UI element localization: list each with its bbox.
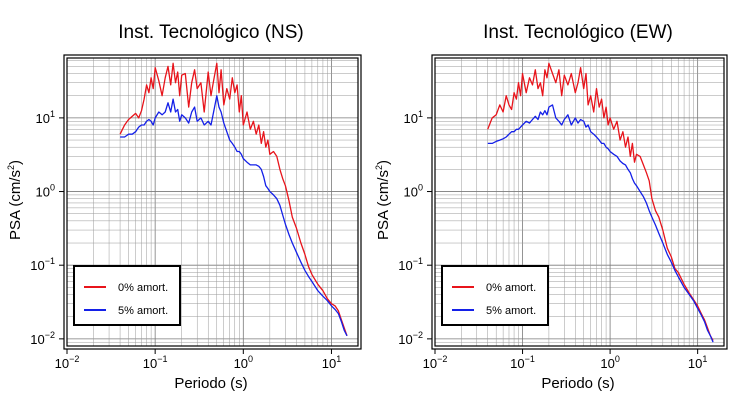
y-tick-label: 10−2 <box>398 330 423 347</box>
x-tick-label: 100 <box>234 354 253 371</box>
x-tick-label: 10−1 <box>510 354 535 371</box>
legend-box <box>73 265 181 326</box>
x-tick-label: 100 <box>600 354 619 371</box>
chart-panel-ew: Inst. Tecnológico (EW) 10−2 10−1 100 101 10−… <box>374 22 728 392</box>
x-tick-label: 10−2 <box>55 354 80 371</box>
plot-frame <box>434 57 725 347</box>
plot-frame <box>66 57 359 347</box>
y-tick-label: 10−2 <box>30 330 55 347</box>
y-tick-label: 100 <box>36 183 55 200</box>
series-line-5-amort <box>487 104 714 343</box>
outer-frame <box>431 54 728 350</box>
legend: 0% amort. 5% amort. <box>73 265 181 326</box>
x-tick-label: 101 <box>688 354 707 371</box>
x-tick-label: 10−2 <box>423 354 448 371</box>
legend-label-0-amort: 0% amort. <box>486 282 536 294</box>
series-line-0-amort <box>119 62 348 337</box>
x-axis-label: Periodo (s) <box>174 375 247 392</box>
y-tick-label: 100 <box>404 183 423 200</box>
y-tick-label: 101 <box>36 109 55 126</box>
outer-frame <box>63 54 362 350</box>
y-tick-label: 10−1 <box>398 256 423 273</box>
legend-label-5-amort: 5% amort. <box>486 305 536 317</box>
chart-panel-ns: Inst. Tecnológico (NS) 10−2 10−1 100 101 10−… <box>6 22 362 392</box>
chart-title: Inst. Tecnológico (EW) <box>483 22 673 43</box>
x-axis-label: Periodo (s) <box>541 375 614 392</box>
y-axis-label: PSA (cm/s2) <box>374 160 392 240</box>
x-tick-label: 10−1 <box>143 354 168 371</box>
x-tick-label: 101 <box>322 354 341 371</box>
legend-label-5-amort: 5% amort. <box>118 305 168 317</box>
y-tick-label: 101 <box>404 109 423 126</box>
y-axis-label: PSA (cm/s2) <box>6 160 24 240</box>
legend: 0% amort. 5% amort. <box>441 265 549 326</box>
legend-label-0-amort: 0% amort. <box>118 282 168 294</box>
chart-title: Inst. Tecnológico (NS) <box>118 22 304 43</box>
series-line-0-amort <box>487 62 714 341</box>
legend-box <box>441 265 549 326</box>
series-line-5-amort <box>120 95 348 337</box>
y-tick-label: 10−1 <box>30 256 55 273</box>
